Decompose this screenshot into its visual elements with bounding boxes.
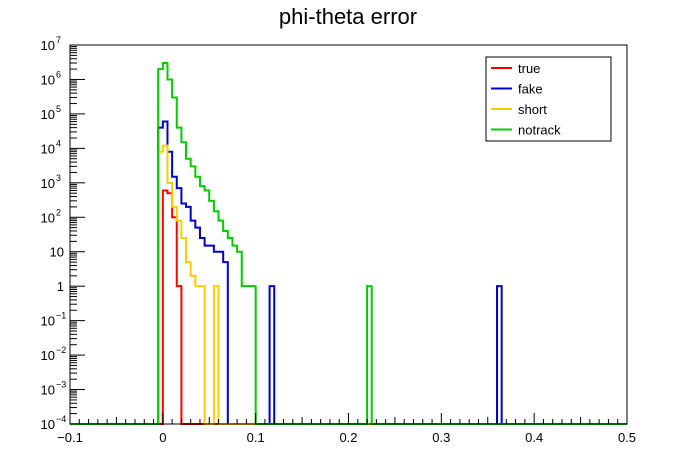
y-tick-exponent: 7 bbox=[56, 35, 61, 45]
y-tick-label: 10 bbox=[41, 210, 55, 225]
y-tick-exponent: 4 bbox=[56, 138, 61, 148]
y-tick-exponent: 3 bbox=[56, 173, 61, 183]
y-tick-exponent: 5 bbox=[56, 104, 61, 114]
x-tick-label: 0.4 bbox=[525, 430, 543, 445]
legend: true fake short notrack bbox=[485, 56, 612, 142]
legend-label-fake: fake bbox=[518, 82, 543, 97]
y-tick-label: 10 bbox=[41, 38, 55, 53]
x-tick-label: 0.2 bbox=[339, 430, 357, 445]
series-short-line bbox=[70, 144, 627, 425]
x-tick-label: 0 bbox=[159, 430, 166, 445]
legend-box bbox=[485, 56, 612, 142]
y-tick-label: 10 bbox=[41, 72, 55, 87]
y-tick-label: 10 bbox=[41, 348, 55, 363]
y-tick-label: 10 bbox=[41, 176, 55, 191]
x-tick-label: 0.5 bbox=[618, 430, 636, 445]
y-tick-exponent: −1 bbox=[56, 311, 66, 321]
legend-label-notrack: notrack bbox=[518, 123, 561, 138]
y-tick-label: 1 bbox=[57, 279, 64, 294]
y-tick-exponent: −3 bbox=[56, 380, 66, 390]
y-tick-label: 10 bbox=[41, 417, 55, 432]
y-tick-exponent: −2 bbox=[56, 345, 66, 355]
y-tick-label: 10 bbox=[41, 314, 55, 329]
x-tick-label: 0.3 bbox=[432, 430, 450, 445]
x-tick-label: 0.1 bbox=[247, 430, 265, 445]
axes-layer: −0.1 0 0.1 0.2 0.3 0.4 0.510−410−310−210 −11101… bbox=[41, 35, 637, 445]
y-tick-label: 10 bbox=[41, 107, 55, 122]
y-tick-label: 10 bbox=[50, 245, 64, 260]
y-tick-label: 10 bbox=[41, 383, 55, 398]
y-tick-exponent: −4 bbox=[56, 414, 66, 424]
series-fake-line bbox=[70, 120, 627, 425]
series-true-line bbox=[70, 189, 627, 425]
legend-label-short: short bbox=[518, 102, 547, 117]
chart-title: phi-theta error bbox=[279, 4, 417, 29]
y-tick-label: 10 bbox=[41, 141, 55, 156]
y-tick-exponent: 2 bbox=[56, 207, 61, 217]
y-tick-exponent: 6 bbox=[56, 69, 61, 79]
legend-label-true: true bbox=[518, 61, 540, 76]
x-tick-label: −0.1 bbox=[57, 430, 83, 445]
